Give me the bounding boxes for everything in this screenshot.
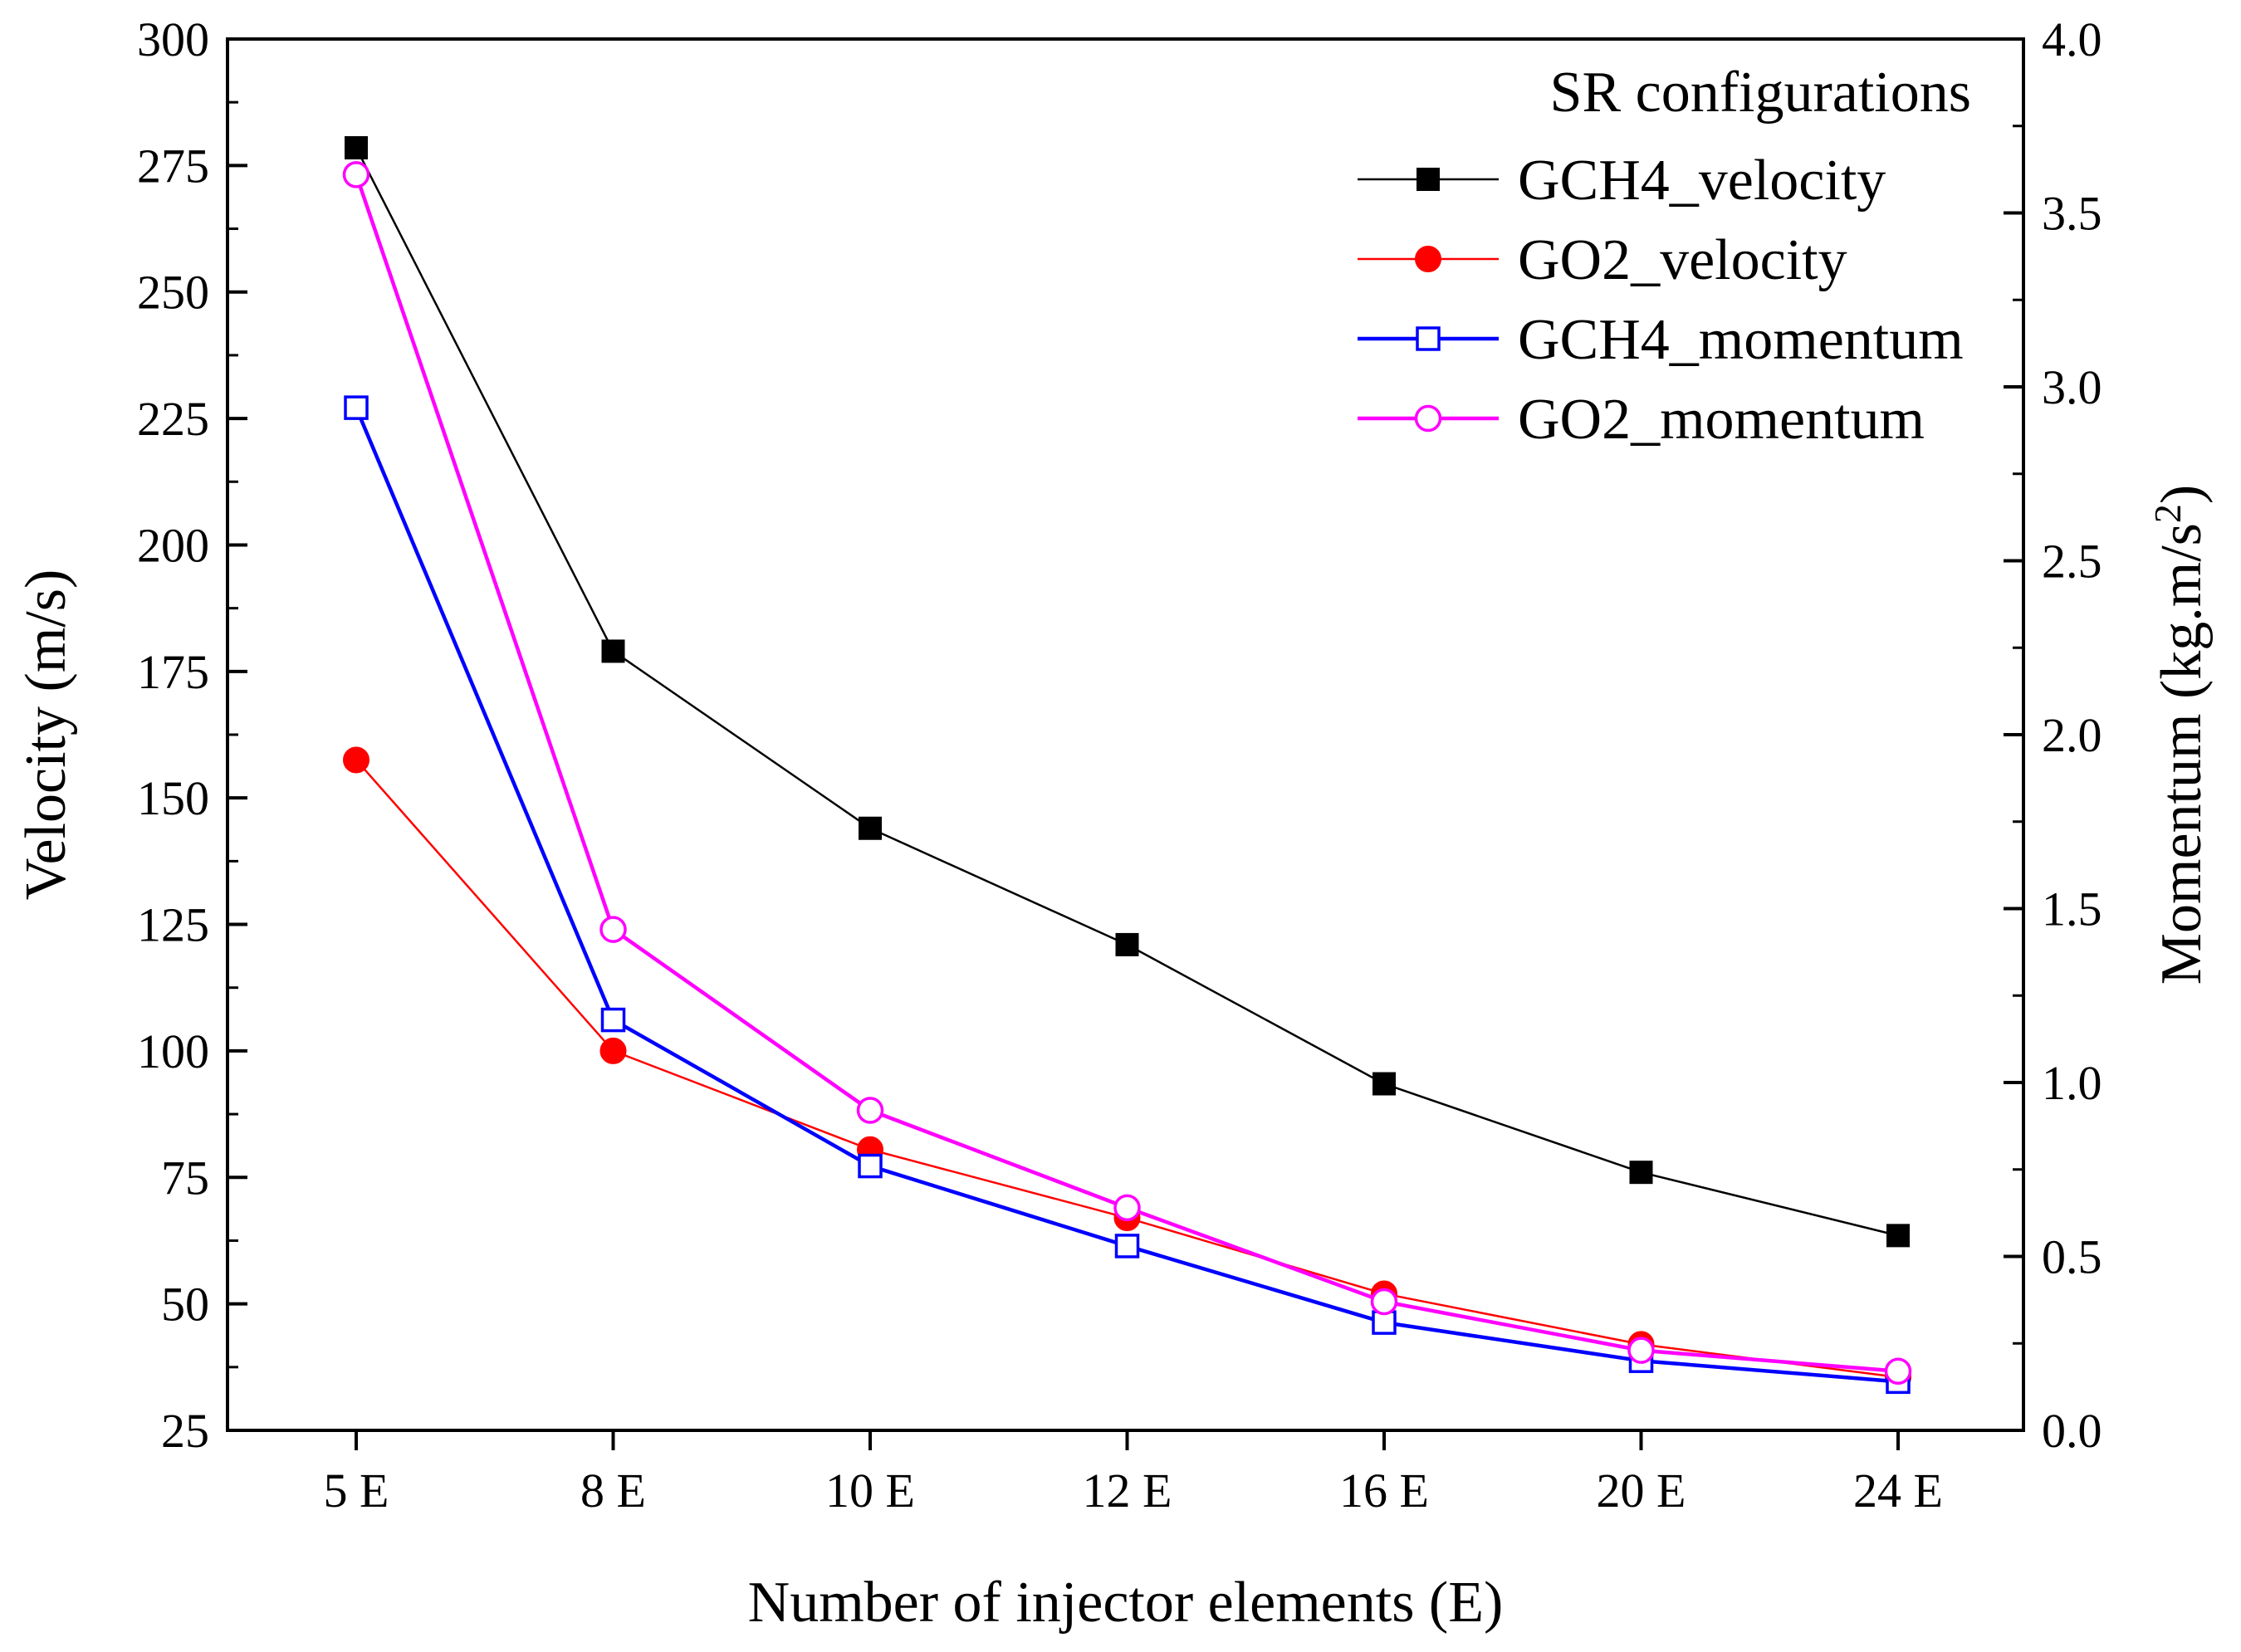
data-point <box>1115 932 1139 956</box>
y2-axis-title-close: ) <box>2150 485 2214 504</box>
legend-label: GCH4_velocity <box>1518 149 1886 213</box>
series-GCH4_velocity <box>345 136 1910 1248</box>
legend-item-GO2_velocity: GO2_velocity <box>1358 228 1847 292</box>
legend-item-GCH4_momentum: GCH4_momentum <box>1358 308 1964 372</box>
y-tick-label: 150 <box>137 771 209 825</box>
x-axis-title: Number of injector elements (E) <box>748 1571 1504 1635</box>
legend-marker <box>1416 326 1441 351</box>
y2-tick-label: 1.5 <box>2042 882 2102 936</box>
data-point <box>344 395 369 420</box>
data-point <box>1372 1072 1396 1096</box>
axes-layer: 25 50 75 100 125 150 175 200 225 250 275 300 0.0 0.5 1… <box>137 12 2102 1518</box>
data-point <box>1884 1357 1912 1386</box>
data-point <box>600 1007 626 1033</box>
y-tick-label: 75 <box>161 1151 209 1205</box>
legend-item-GO2_momentum: GO2_momentum <box>1358 388 1925 452</box>
series-layer <box>342 136 1912 1395</box>
y-tick-label: 25 <box>161 1404 209 1458</box>
data-point <box>343 746 369 774</box>
data-point <box>599 1037 627 1064</box>
y2-axis-title-main: Momentum (kg.m/s <box>2150 523 2214 985</box>
legend-title: SR configurations <box>1550 61 1971 125</box>
y-tick-label: 200 <box>137 518 209 572</box>
y-tick-label: 100 <box>137 1024 209 1078</box>
y2-tick-label: 2.0 <box>2042 708 2102 762</box>
y2-tick-label: 2.5 <box>2042 535 2102 589</box>
x-tick-label: 5 E <box>324 1464 389 1518</box>
y2-tick-label: 3.5 <box>2042 187 2102 241</box>
x-tick-label: 16 E <box>1339 1464 1429 1518</box>
data-point <box>1114 1234 1140 1259</box>
y-tick-label: 275 <box>137 139 209 193</box>
y-tick-label: 125 <box>137 898 209 952</box>
x-tick-label: 12 E <box>1083 1464 1172 1518</box>
data-point <box>342 161 370 188</box>
legend-label: GCH4_momentum <box>1518 308 1964 372</box>
data-point <box>859 816 882 840</box>
data-point <box>1113 1194 1141 1222</box>
data-point <box>1627 1337 1655 1364</box>
y-tick-label: 50 <box>161 1278 209 1332</box>
data-point <box>599 916 627 943</box>
data-point <box>856 1097 884 1124</box>
legend-item-GCH4_velocity: GCH4_velocity <box>1358 149 1886 213</box>
y-axis-title: Velocity (m/s) <box>14 569 78 901</box>
y2-axis-title: Momentum (kg.m/s2) <box>2146 485 2214 985</box>
data-point <box>345 136 368 160</box>
y-tick-label: 175 <box>137 645 209 699</box>
y2-tick-label: 3.0 <box>2042 360 2102 414</box>
x-tick-label: 20 E <box>1597 1464 1686 1518</box>
x-tick-label: 8 E <box>580 1464 646 1518</box>
legend-marker <box>1417 168 1440 191</box>
y2-axis-title-superscript: 2 <box>2146 504 2189 523</box>
legend-marker <box>1415 246 1441 272</box>
legend-label: GO2_velocity <box>1518 228 1847 292</box>
data-point <box>1370 1288 1398 1316</box>
legend-marker <box>1414 404 1442 433</box>
y2-tick-label: 4.0 <box>2042 12 2102 66</box>
y-tick-label: 300 <box>137 12 209 66</box>
x-tick-label: 24 E <box>1853 1464 1943 1518</box>
x-tick-label: 10 E <box>825 1464 915 1518</box>
y-tick-label: 250 <box>137 266 209 320</box>
y2-tick-label: 0.0 <box>2042 1404 2102 1458</box>
data-point <box>1886 1224 1910 1248</box>
data-point <box>1629 1161 1653 1185</box>
legend-label: GO2_momentum <box>1518 388 1925 452</box>
y-tick-label: 225 <box>137 392 209 446</box>
data-point <box>858 1153 883 1179</box>
series-GO2_momentum <box>342 161 1912 1386</box>
y2-tick-label: 1.0 <box>2042 1056 2102 1110</box>
legend: SR configurations GCH4_velocity GO2_veloc… <box>1358 61 1971 452</box>
y2-tick-label: 0.5 <box>2042 1230 2102 1284</box>
data-point <box>601 639 625 663</box>
data-point <box>1372 1310 1397 1335</box>
